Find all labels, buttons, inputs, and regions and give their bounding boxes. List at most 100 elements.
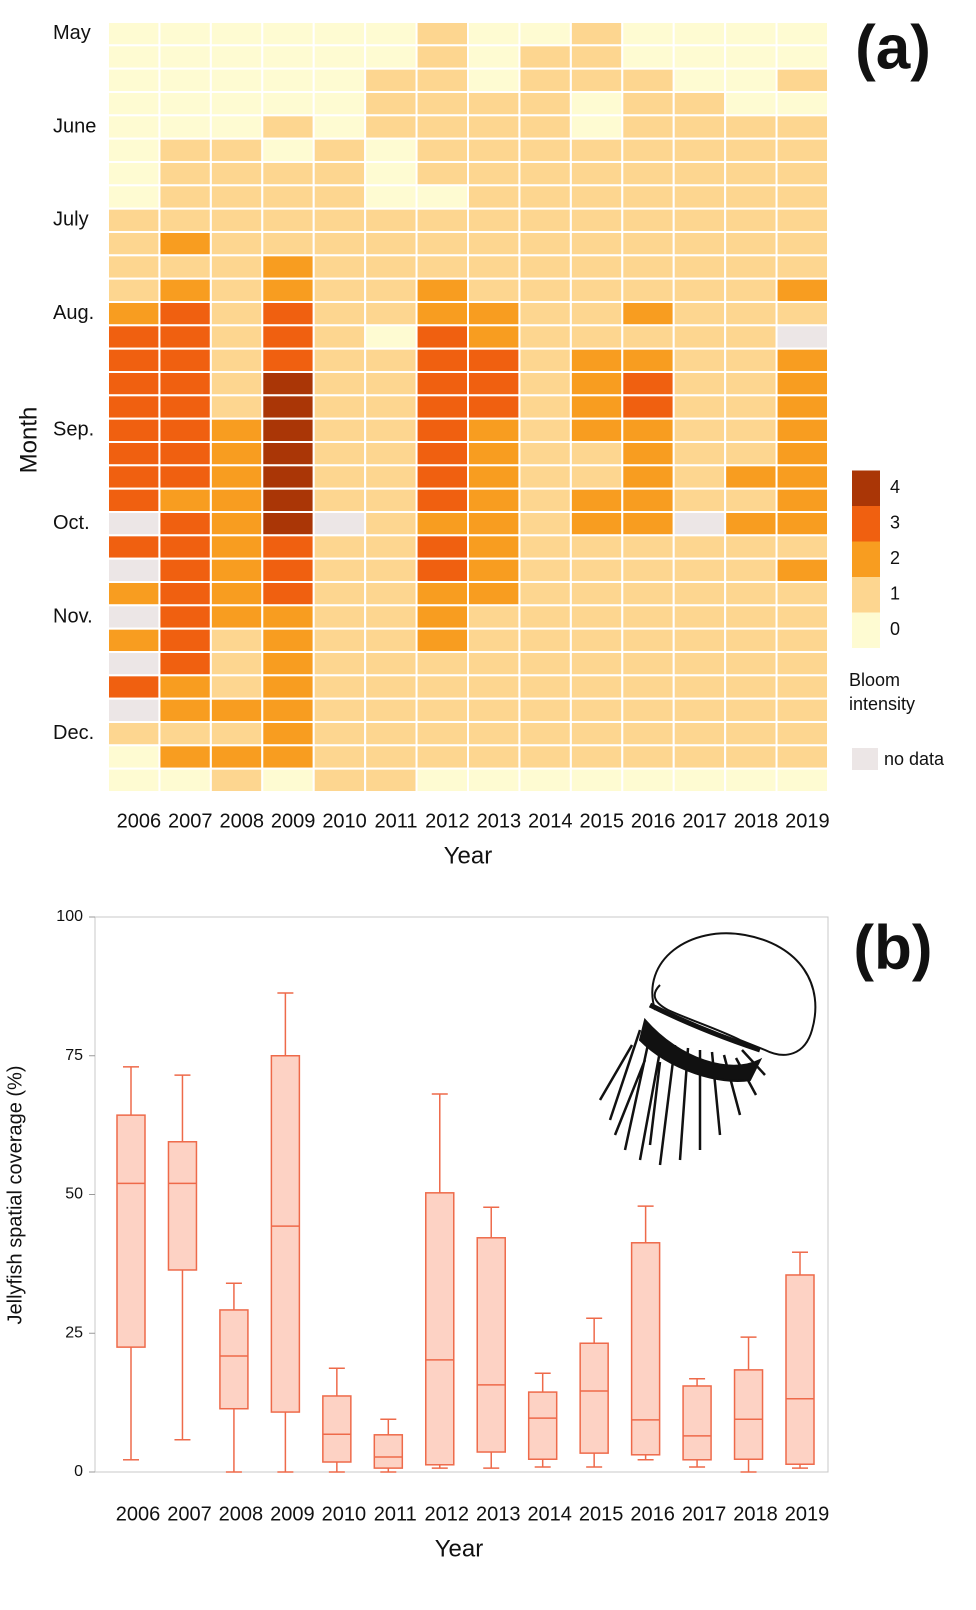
heat-cell <box>364 534 418 560</box>
heat-cell <box>261 697 315 724</box>
x-tick-label: 2010 <box>322 810 367 832</box>
x-tick-label: 2012 <box>425 1503 470 1525</box>
heat-cell <box>724 394 778 420</box>
heat-cell <box>415 721 470 747</box>
x-tick-label: 2011 <box>374 1503 417 1525</box>
heat-cell <box>415 184 470 210</box>
heat-cell <box>518 137 572 164</box>
heat-cell <box>364 301 418 327</box>
heat-cell <box>107 674 161 700</box>
heat-cell <box>209 91 264 117</box>
heat-cell <box>518 697 572 724</box>
colorbar-swatch <box>852 577 880 613</box>
heat-cell <box>312 67 367 93</box>
heat-cell <box>107 184 161 210</box>
heat-cell <box>312 277 367 303</box>
heat-cell <box>158 674 212 700</box>
heat-cell <box>775 697 829 724</box>
colorbar-label: Bloom intensity <box>849 670 916 714</box>
heat-cell <box>775 581 829 607</box>
heat-cell <box>415 254 470 280</box>
no-data-swatch <box>852 748 878 770</box>
heat-cell <box>775 67 829 93</box>
heat-cell <box>621 604 675 630</box>
box <box>527 1391 558 1460</box>
heat-cell <box>672 487 727 513</box>
heat-cell <box>775 161 829 187</box>
box <box>116 1114 146 1348</box>
heat-cell <box>209 347 264 373</box>
heat-cell <box>312 207 367 234</box>
heat-cell <box>518 371 572 397</box>
heat-cell <box>724 557 778 584</box>
y-tick-label: Nov. <box>53 605 93 627</box>
heat-cell <box>621 394 675 420</box>
x-tick-label: 2010 <box>322 1503 367 1525</box>
heat-cell <box>518 21 572 47</box>
heat-cell <box>467 324 521 350</box>
heat-cell <box>158 511 212 537</box>
heat-cell <box>312 254 367 280</box>
heat-cell <box>261 91 315 117</box>
heat-cell <box>312 744 367 770</box>
heat-cell <box>621 137 675 164</box>
heat-cell <box>775 254 829 280</box>
heat-cell <box>364 231 418 257</box>
heat-cell <box>672 371 727 397</box>
heat-cell <box>312 721 367 747</box>
panel-label: (a) <box>855 13 931 82</box>
heat-cell <box>364 487 418 513</box>
heat-cell <box>209 324 264 350</box>
heat-cell <box>209 464 264 490</box>
heat-cell <box>518 161 572 187</box>
heat-cell <box>158 347 212 373</box>
heat-cell <box>158 417 212 443</box>
heat-cell <box>261 674 315 700</box>
heat-cell <box>107 627 161 654</box>
heat-cell <box>569 277 624 303</box>
heat-cell <box>364 207 418 234</box>
colorbar-swatch <box>852 470 880 506</box>
heat-cell <box>724 137 778 164</box>
heat-cell <box>312 44 367 70</box>
heat-cell <box>158 697 212 724</box>
heat-cell <box>415 347 470 373</box>
heat-cell <box>724 301 778 327</box>
heat-cell <box>415 137 470 164</box>
heat-cell <box>415 207 470 234</box>
heat-cell <box>261 744 315 770</box>
heat-cell <box>364 21 418 47</box>
x-tick-label: 2009 <box>271 810 316 832</box>
heat-cell <box>209 67 264 93</box>
heat-cell <box>672 557 727 584</box>
heat-cell <box>467 347 521 373</box>
heat-cell <box>621 371 675 397</box>
heat-cell <box>569 557 624 584</box>
heat-cell <box>672 301 727 327</box>
heat-cell <box>467 534 521 560</box>
colorbar-swatch <box>852 506 880 542</box>
heat-cell <box>569 161 624 187</box>
heat-cell <box>312 767 367 794</box>
heat-cell <box>467 767 521 794</box>
heat-cell <box>569 511 624 537</box>
x-tick-label: 2016 <box>631 810 676 832</box>
heat-cell <box>261 277 315 303</box>
heat-cell <box>209 21 264 47</box>
heat-cell <box>312 161 367 187</box>
heat-cell <box>158 67 212 93</box>
heat-cell <box>312 604 367 630</box>
heat-cell <box>364 744 418 770</box>
heat-cell <box>261 721 315 747</box>
heat-cell <box>672 674 727 700</box>
heat-cell <box>415 581 470 607</box>
colorbar-tick-label: 3 <box>890 513 900 533</box>
heat-cell <box>158 161 212 187</box>
heat-cell <box>672 254 727 280</box>
heat-cell <box>364 277 418 303</box>
heat-cell <box>518 207 572 234</box>
heat-cell <box>724 441 778 467</box>
heat-cell <box>569 464 624 490</box>
heat-cell <box>415 301 470 327</box>
heat-cell <box>158 651 212 677</box>
